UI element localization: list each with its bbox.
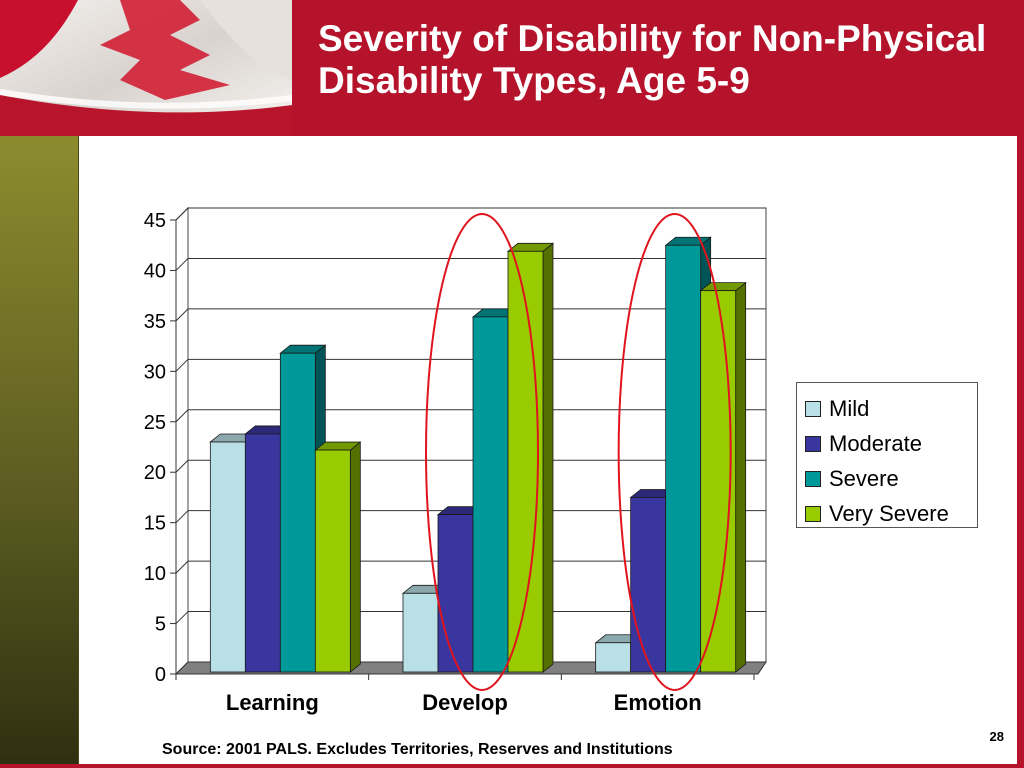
gridline-side (175, 459, 189, 473)
gridline-side (175, 409, 189, 423)
bar-mild (209, 441, 246, 673)
y-tick-label: 15 (144, 513, 166, 535)
page-number: 28 (989, 729, 1004, 744)
y-tick-label: 0 (155, 664, 166, 686)
gridline-side (175, 207, 189, 221)
gridline-side (175, 358, 189, 372)
legend-item-very-severe: Very Severe (805, 496, 977, 531)
bar-moderate (244, 433, 281, 673)
legend-label-severe: Severe (829, 465, 899, 491)
bar-mild (402, 592, 439, 673)
gridline-side (175, 611, 189, 624)
legend-item-moderate: Moderate (805, 426, 977, 461)
legend-swatch-very-severe (805, 505, 821, 522)
highlight-ellipse (617, 213, 732, 691)
bar-very-severe (314, 449, 351, 673)
bottom-border (0, 764, 1024, 768)
legend-swatch-moderate (805, 435, 821, 452)
chart-legend: Mild Moderate Severe Very Severe (796, 382, 978, 528)
right-border (1017, 136, 1024, 768)
x-tick-label: Emotion (614, 690, 702, 715)
bar-severe (472, 316, 509, 673)
y-tick-label: 40 (144, 260, 166, 282)
highlight-ellipse (425, 213, 539, 691)
legend-item-severe: Severe (805, 461, 977, 496)
legend-label-mild: Mild (829, 395, 870, 421)
source-note: Source: 2001 PALS. Excludes Territories,… (162, 741, 673, 758)
legend-swatch-mild (805, 400, 821, 417)
bar-moderate (437, 514, 474, 673)
legend-label-moderate: Moderate (829, 430, 922, 456)
bar-mild (595, 642, 632, 673)
legend-swatch-severe (805, 470, 821, 487)
bar-side-very-severe (349, 441, 361, 673)
legend-label-very-severe: Very Severe (829, 500, 949, 526)
y-tick-label: 45 (144, 210, 166, 232)
y-tick-label: 25 (144, 412, 166, 434)
bar-side-very-severe (542, 242, 554, 673)
gridline-side (175, 258, 189, 271)
y-tick-label: 10 (144, 563, 166, 585)
bar-side-very-severe (735, 281, 747, 673)
y-tick-label: 35 (144, 311, 166, 333)
y-tick-label: 5 (155, 614, 166, 636)
bar-severe (665, 244, 702, 673)
gridline-side (175, 308, 189, 322)
canada-flag-image (0, 0, 292, 136)
legend-item-mild: Mild (805, 391, 977, 426)
gridline-side (175, 510, 189, 524)
y-tick-label: 20 (144, 462, 166, 484)
x-tick-label: Learning (226, 690, 319, 715)
gridline-side (175, 560, 189, 574)
bar-severe (279, 352, 316, 673)
slide-title: Severity of Disability for Non-Physical … (318, 18, 987, 101)
y-tick-label: 30 (144, 361, 166, 383)
bar-moderate (630, 497, 667, 673)
plot-side-wall (175, 206, 189, 676)
sidebar-gradient (0, 136, 79, 768)
x-tick-label: Develop (422, 690, 508, 715)
